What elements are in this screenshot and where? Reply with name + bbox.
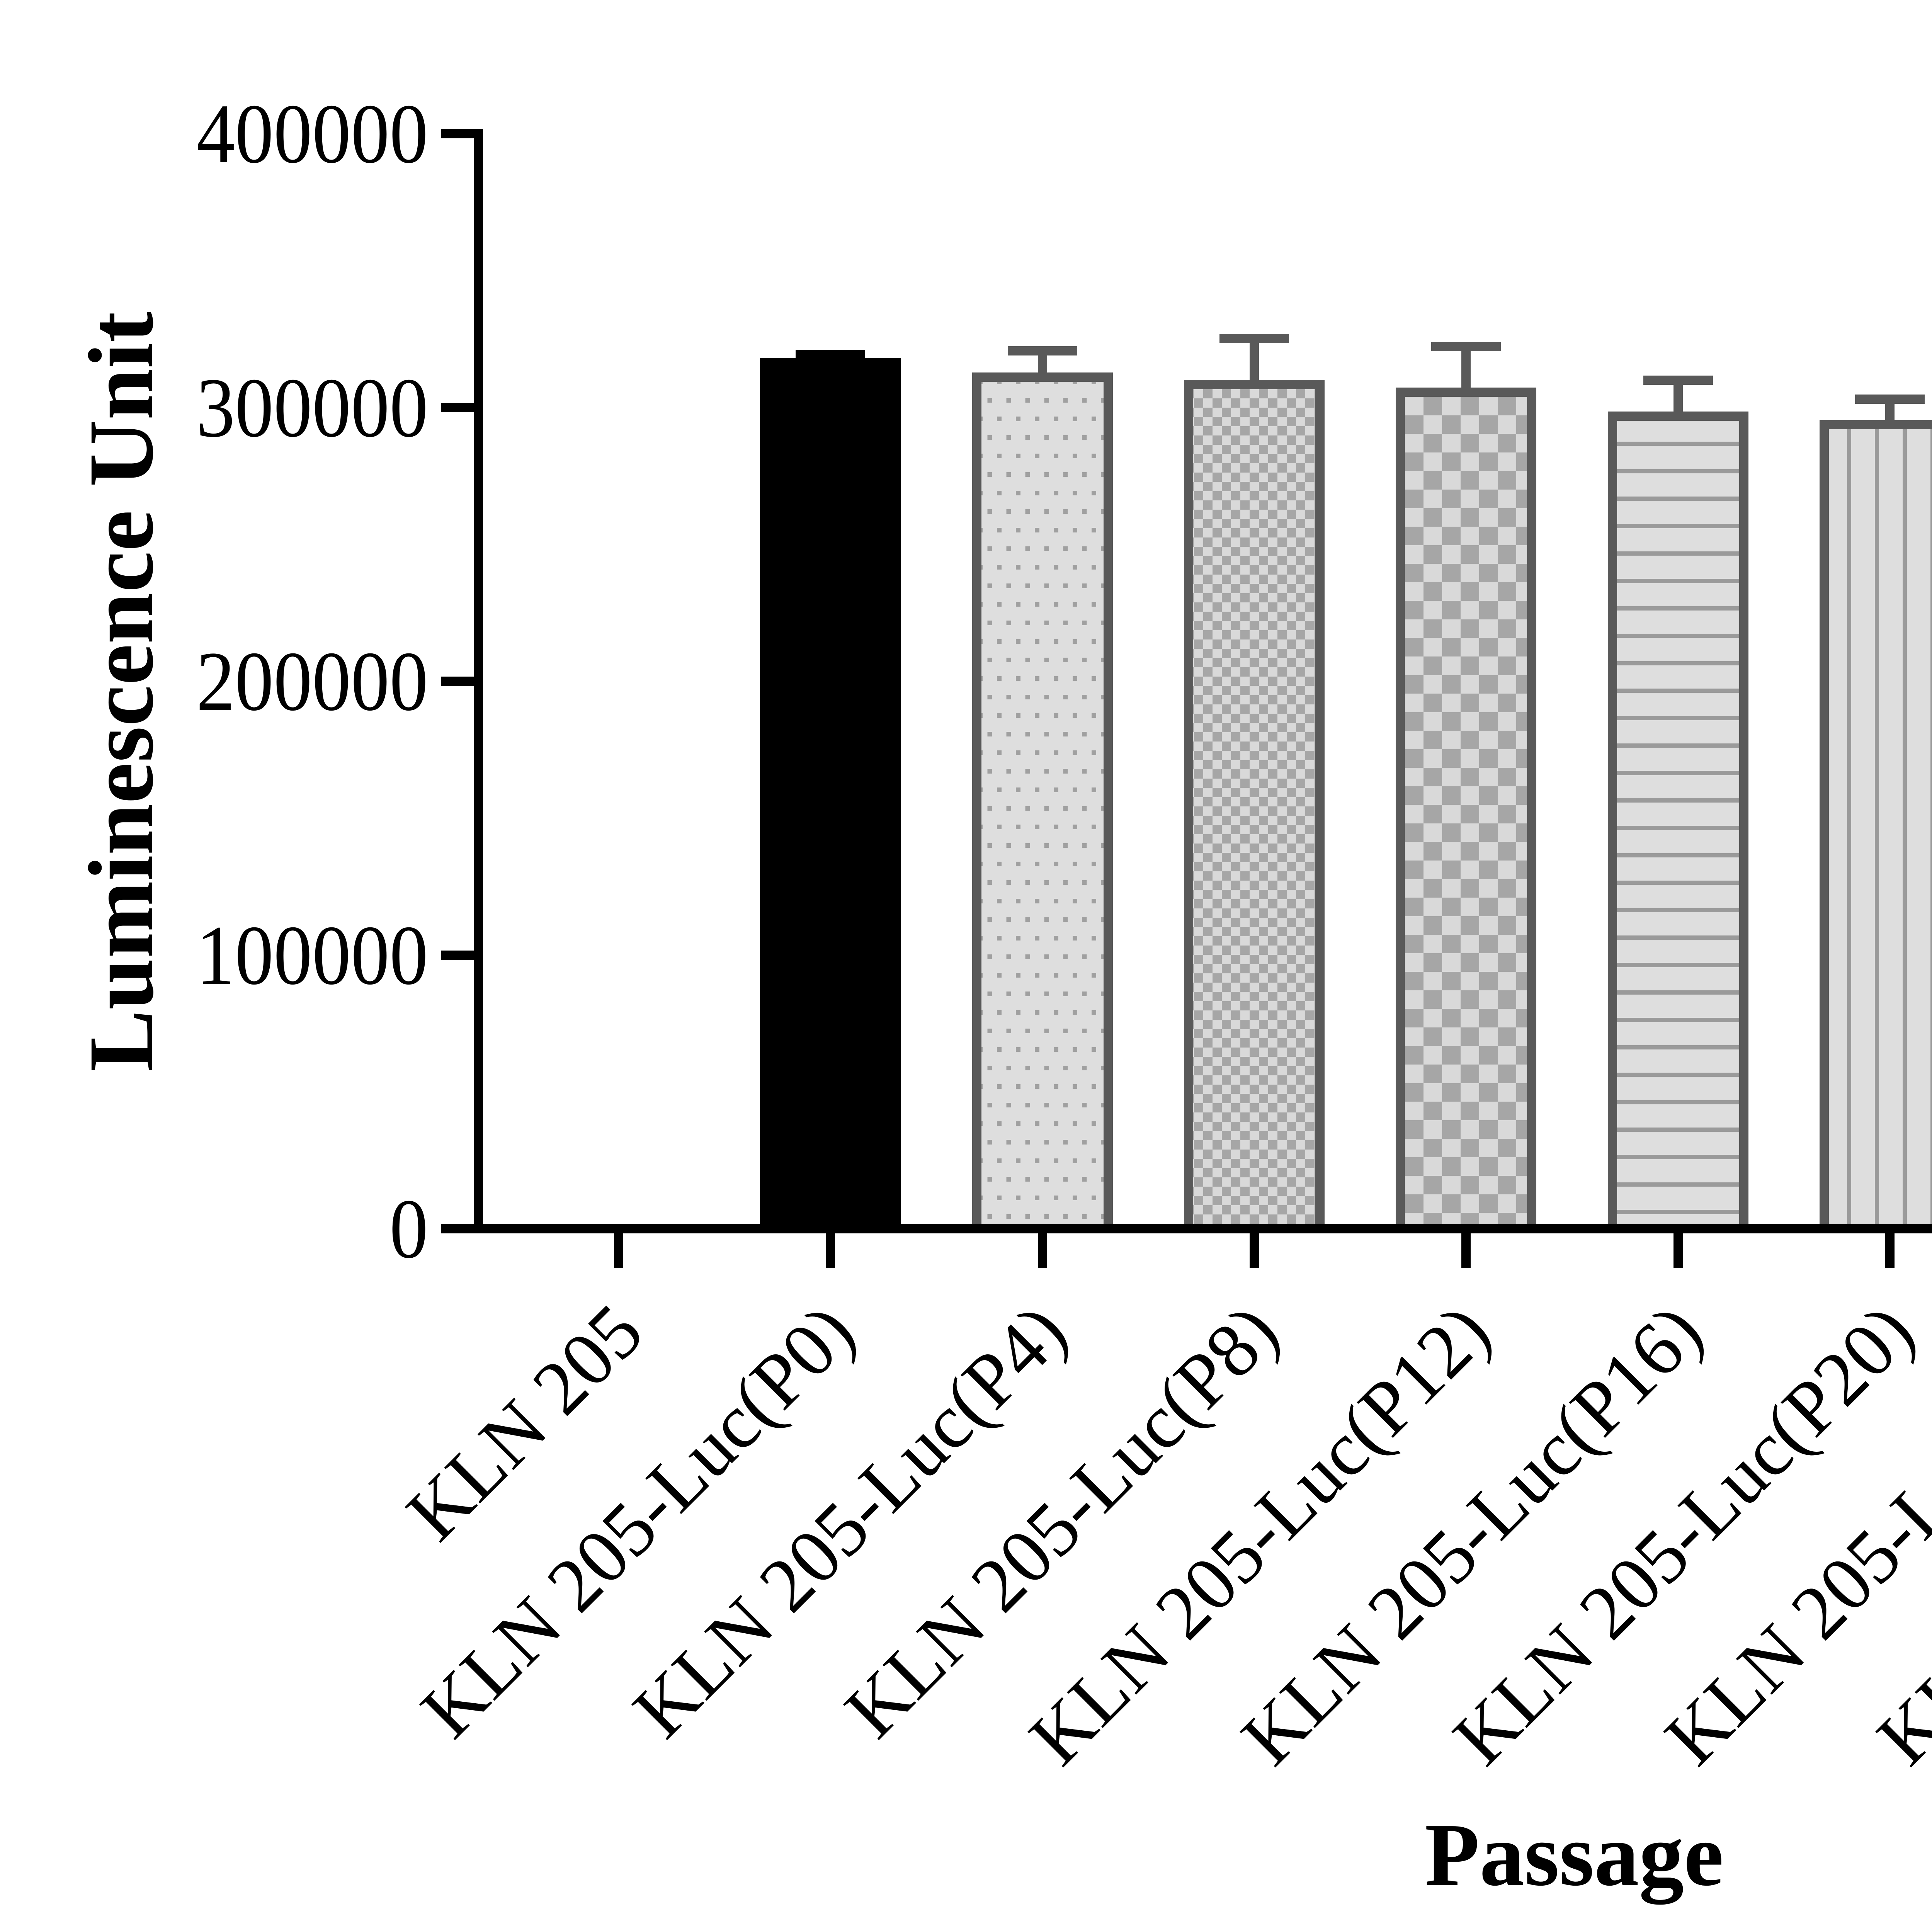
- svg-text:300000: 300000: [196, 361, 428, 455]
- svg-text:100000: 100000: [196, 908, 428, 1002]
- svg-text:Passage: Passage: [1425, 1805, 1723, 1905]
- svg-text:400000: 400000: [196, 87, 428, 181]
- svg-text:0: 0: [389, 1182, 428, 1276]
- svg-text:200000: 200000: [196, 634, 428, 728]
- svg-text:Luminescence Unit: Luminescence Unit: [70, 312, 172, 1072]
